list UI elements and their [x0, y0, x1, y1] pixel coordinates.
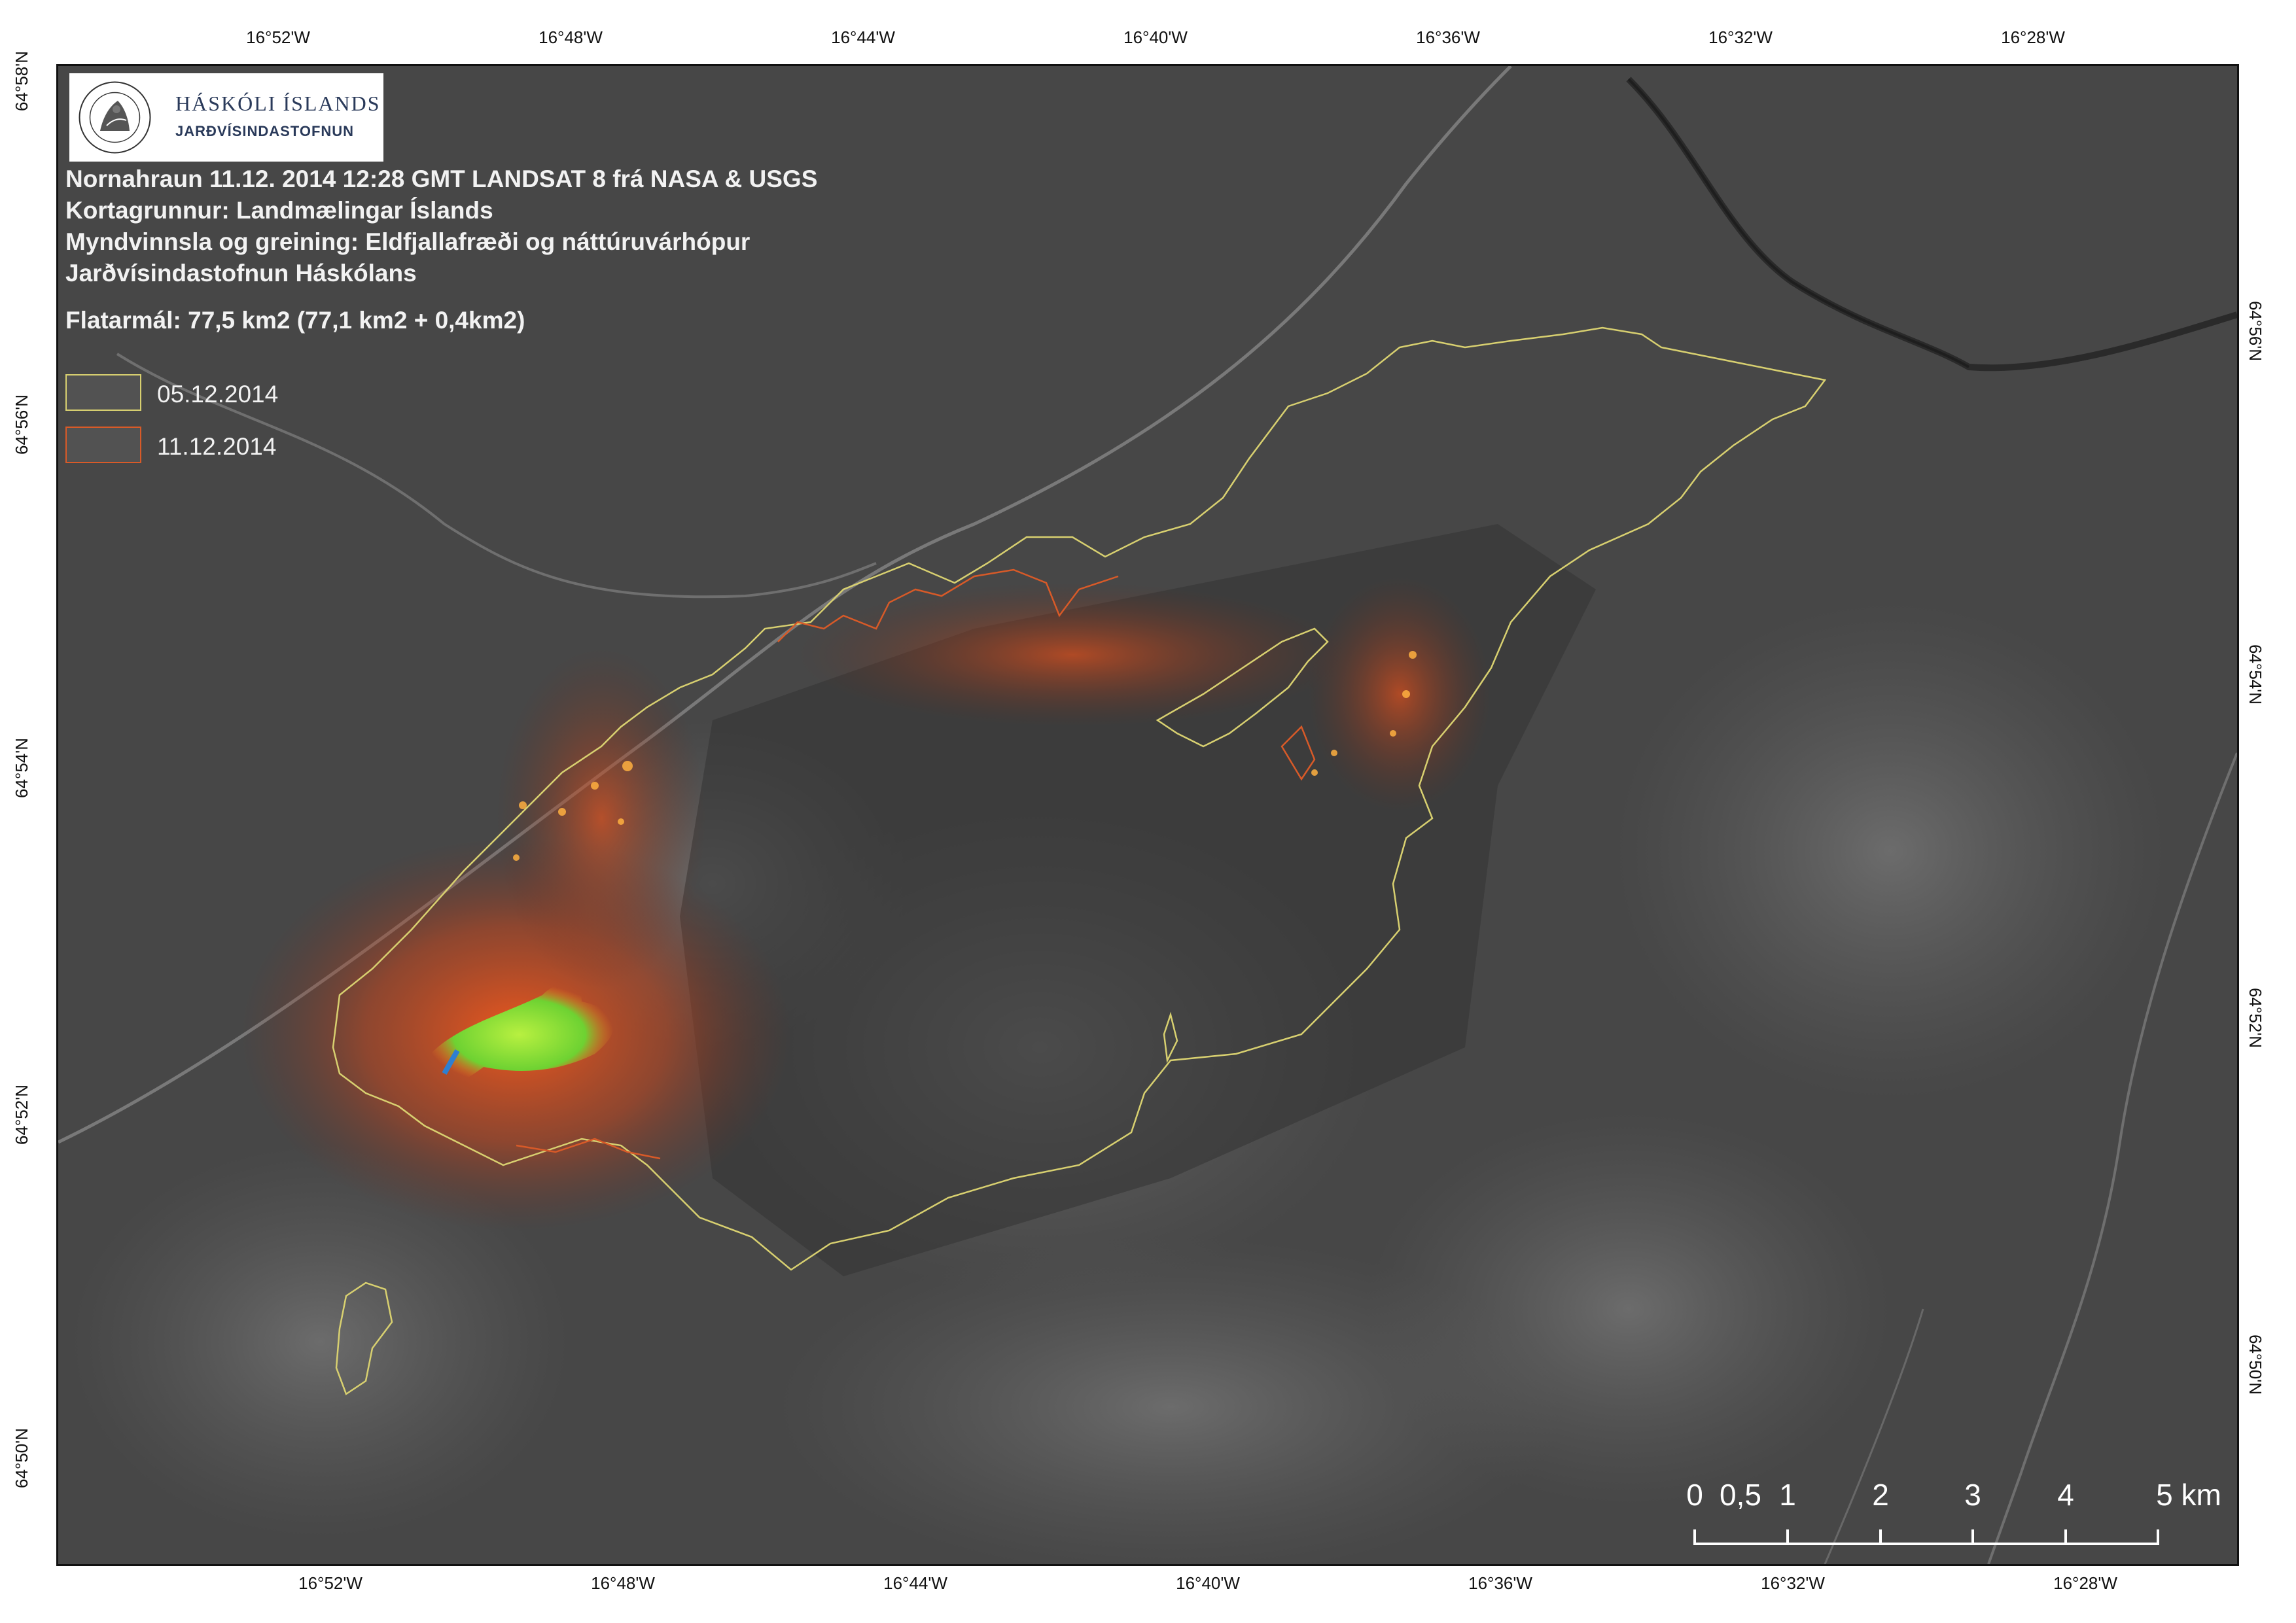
scale-label: 3	[1964, 1478, 1981, 1512]
university-seal-icon	[79, 81, 151, 154]
scale-label: 4	[2057, 1478, 2074, 1512]
bottom-longitude-tick: 16°52'W	[298, 1573, 362, 1593]
map-frame[interactable]	[56, 64, 2239, 1566]
info-processing: Myndvinnsla og greining: Eldfjallafræði …	[65, 228, 751, 255]
info-area: Flatarmál: 77,5 km2 (77,1 km2 + 0,4km2)	[65, 307, 525, 334]
bottom-longitude-tick: 16°40'W	[1176, 1573, 1240, 1593]
left-latitude-tick: 64°54'N	[12, 738, 31, 798]
bottom-longitude-tick: 16°28'W	[2053, 1573, 2117, 1593]
right-latitude-tick: 64°52'N	[2246, 988, 2265, 1048]
legend-label: 11.12.2014	[157, 433, 277, 460]
right-latitude-tick: 64°54'N	[2246, 644, 2265, 705]
info-title: Nornahraun 11.12. 2014 12:28 GMT LANDSAT…	[65, 166, 818, 192]
right-latitude-tick: 64°56'N	[2246, 301, 2265, 361]
legend-swatch	[65, 427, 141, 463]
info-institute: Jarðvísindastofnun Háskólans	[65, 260, 417, 287]
top-longitude-tick: 16°52'W	[246, 27, 310, 47]
top-longitude-tick: 16°28'W	[2001, 27, 2065, 47]
left-latitude-tick: 64°52'N	[12, 1085, 31, 1145]
satellite-image	[58, 66, 2237, 1564]
right-latitude-tick: 64°50'N	[2246, 1335, 2265, 1395]
top-longitude-tick: 16°32'W	[1708, 27, 1773, 47]
top-longitude-tick: 16°44'W	[831, 27, 895, 47]
map-info: Nornahraun 11.12. 2014 12:28 GMT LANDSAT…	[65, 164, 817, 336]
bottom-longitude-tick: 16°32'W	[1761, 1573, 1825, 1593]
scale-label: 1	[1779, 1478, 1796, 1512]
top-longitude-tick: 16°48'W	[539, 27, 603, 47]
top-longitude-tick: 16°40'W	[1123, 27, 1188, 47]
scale-label: 0,5	[1720, 1478, 1761, 1512]
scale-label: 5 km	[2156, 1478, 2221, 1512]
top-longitude-tick: 16°36'W	[1416, 27, 1480, 47]
left-latitude-tick: 64°56'N	[12, 394, 31, 455]
bottom-longitude-tick: 16°44'W	[883, 1573, 947, 1593]
scale-label: 0	[1686, 1478, 1703, 1512]
logo-name-line2: JARÐVÍSINDASTOFNUN	[175, 123, 355, 139]
legend-label: 05.12.2014	[157, 381, 279, 408]
info-basemap: Kortagrunnur: Landmælingar Íslands	[65, 197, 493, 224]
logo-name-line1: HÁSKÓLI ÍSLANDS	[175, 92, 381, 115]
bottom-longitude-tick: 16°48'W	[591, 1573, 655, 1593]
bottom-longitude-tick: 16°36'W	[1468, 1573, 1532, 1593]
left-latitude-tick: 64°58'N	[12, 51, 31, 111]
scale-label: 2	[1872, 1478, 1889, 1512]
scale-bar	[1693, 1529, 2159, 1545]
left-latitude-tick: 64°50'N	[12, 1428, 31, 1488]
university-logo: HÁSKÓLI ÍSLANDS JARÐVÍSINDASTOFNUN	[69, 73, 383, 162]
legend-swatch	[65, 374, 141, 411]
